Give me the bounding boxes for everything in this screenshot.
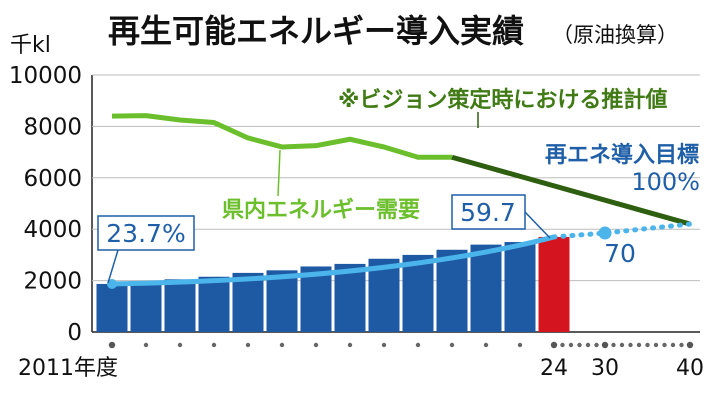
bar-2023 (504, 242, 536, 332)
chart-subtitle: （原油換算） (552, 23, 678, 47)
x-tick-labels: 2011年度 24 30 40 (18, 356, 704, 381)
achievement-line (111, 234, 555, 287)
x-dot-ticks (108, 341, 694, 349)
bar-2021 (436, 249, 468, 332)
projection-line (451, 154, 691, 227)
x-dot-2034 (636, 342, 642, 348)
y-tick-0: 0 (67, 320, 82, 346)
x-dot-2020 (415, 342, 421, 348)
y-axis-unit: 千kl (10, 33, 51, 58)
target-marker-2030 (598, 226, 612, 240)
target-pct-label: 100% (631, 168, 700, 196)
x-dot-2018 (347, 342, 353, 348)
bars (96, 236, 570, 332)
current-pct-leader (524, 211, 551, 239)
bar-2013 (164, 279, 196, 332)
x-dot-2027 (577, 342, 582, 348)
x-dot-2016 (279, 342, 285, 348)
x-dot-2022 (483, 342, 489, 348)
start-pct-leader (107, 249, 119, 284)
x-tick-2024: 24 (540, 356, 568, 381)
bar-2012 (130, 281, 162, 332)
x-dot-2036 (653, 342, 659, 348)
x-dot-2014 (211, 342, 217, 348)
x-dot-2030 (601, 341, 609, 349)
x-dot-2019 (381, 342, 387, 348)
demand-label-leader (277, 149, 281, 197)
start-pct-box (97, 215, 195, 251)
bar-2020 (402, 254, 434, 332)
achievement-start-point (107, 278, 117, 289)
target-label: 再エネ導入目標 (545, 142, 699, 168)
current-pct-label: 59.7 (460, 198, 516, 227)
demand-label: 県内エネルギー需要 (222, 198, 420, 223)
bar-2018 (334, 263, 366, 332)
x-dot-2032 (619, 342, 625, 348)
y-tick-labels: 0 2000 4000 6000 8000 10000 (9, 63, 82, 346)
x-dot-2033 (628, 342, 633, 348)
start-pct-label: 23.7% (106, 219, 185, 248)
bar-2015 (232, 272, 264, 332)
x-dot-2028 (585, 342, 591, 348)
y-tick-4000: 4000 (23, 217, 82, 243)
chart-title: 再生可能エネルギー導入実績 (108, 12, 524, 50)
demand-line (111, 113, 452, 160)
x-dot-2011 (108, 341, 116, 349)
x-tick-2030: 30 (591, 356, 619, 381)
x-dot-2037 (662, 342, 667, 348)
projection-note: ※ビジョン策定時における推計値 (338, 87, 667, 113)
x-dot-2023 (517, 342, 523, 348)
series-lines (107, 113, 693, 289)
x-dot-2025 (560, 342, 565, 348)
bar-2011 (96, 283, 128, 332)
x-tick-2011: 2011年度 (18, 356, 118, 381)
x-dot-2040 (686, 341, 694, 349)
y-tick-2000: 2000 (23, 269, 82, 295)
x-dot-2031 (611, 342, 616, 348)
x-dot-2038 (670, 342, 676, 348)
x-tick-2040: 40 (676, 356, 704, 381)
x-dot-2013 (177, 342, 183, 348)
bar-2022 (470, 244, 502, 332)
y-tick-8000: 8000 (23, 114, 82, 140)
y-tick-6000: 6000 (23, 166, 82, 192)
y-tick-10000: 10000 (9, 63, 82, 89)
target-line (551, 221, 693, 240)
x-dot-2012 (143, 342, 149, 348)
x-dot-2021 (449, 342, 455, 348)
x-dot-2024 (550, 341, 558, 349)
x-dot-2017 (313, 342, 319, 348)
bar-2024 (538, 236, 570, 332)
x-dot-2039 (679, 342, 684, 348)
x-dot-2029 (594, 342, 599, 348)
x-dot-2035 (645, 342, 650, 348)
x-dot-2015 (245, 342, 251, 348)
x-dot-2026 (568, 342, 574, 348)
bar-2014 (198, 276, 230, 332)
bar-2016 (266, 270, 298, 332)
mid-pct-label: 70 (604, 239, 636, 268)
